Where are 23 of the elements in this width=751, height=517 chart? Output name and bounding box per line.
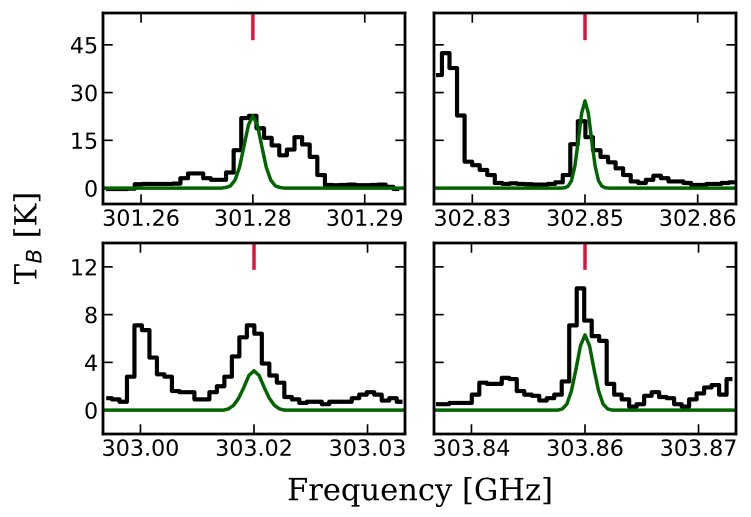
y-tick-label: 0 (85, 402, 97, 419)
y-axis-title: T$_{B}$ [K] (13, 194, 42, 284)
x-tick-label: 301.26 (104, 209, 179, 226)
y-tick-label: 30 (72, 84, 97, 102)
x-tick-label: 302.83 (435, 209, 510, 226)
x-tick-label: 301.29 (328, 209, 402, 226)
line-series (103, 368, 405, 412)
y-tick-label: 0 (85, 180, 97, 197)
x-tick-label: 303.03 (330, 439, 405, 456)
x-tick-label: 302.86 (660, 209, 736, 226)
x-tick-label: 303.84 (434, 439, 510, 456)
x-tick-label: 303.00 (103, 439, 178, 456)
y-tick-label: 45 (70, 37, 96, 54)
y-tick-label: 4 (85, 354, 97, 371)
x-tick-label: 302.85 (548, 209, 622, 226)
y-tick-label: 8 (86, 306, 97, 324)
x-tick-label: 303.02 (216, 439, 291, 456)
x-tick-label: 303.87 (661, 439, 736, 456)
y-tick-label: 12 (72, 258, 96, 276)
x-axis-title: Frequency [GHz] (288, 476, 550, 508)
x-tick-label: 303.86 (548, 439, 622, 456)
y-tick-label: 15 (72, 132, 96, 150)
x-tick-label: 301.28 (216, 209, 290, 226)
